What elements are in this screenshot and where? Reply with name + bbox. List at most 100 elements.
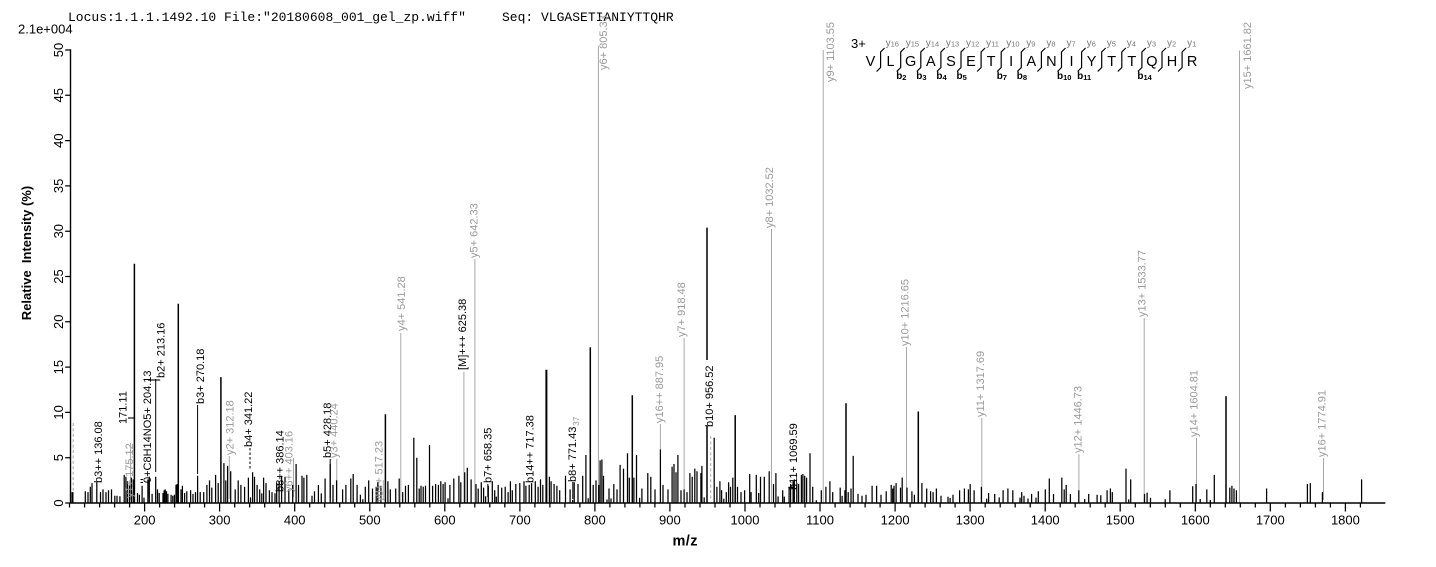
- svg-text:b4+ 341.22: b4+ 341.22: [243, 392, 255, 447]
- svg-text:y10: y10: [1006, 38, 1019, 49]
- svg-text:1500: 1500: [1106, 513, 1135, 528]
- svg-text:600: 600: [434, 513, 456, 528]
- svg-text:3+: 3+: [851, 36, 866, 51]
- svg-text:T: T: [987, 54, 996, 70]
- svg-text:y12: y12: [966, 38, 979, 49]
- svg-text:T: T: [1127, 54, 1136, 70]
- svg-text:15: 15: [51, 360, 66, 374]
- svg-text:400: 400: [284, 513, 306, 528]
- svg-text:1700: 1700: [1256, 513, 1285, 528]
- svg-text:1400: 1400: [1031, 513, 1060, 528]
- svg-text:b14: b14: [1137, 71, 1152, 82]
- svg-text:50: 50: [51, 43, 66, 57]
- svg-text:y6++ 403.16: y6++ 403.16: [284, 431, 296, 492]
- svg-text:b5: b5: [957, 71, 967, 82]
- svg-text:45: 45: [51, 88, 66, 102]
- svg-text:y12+ 1446.73: y12+ 1446.73: [1072, 386, 1084, 453]
- svg-text:y4: y4: [1127, 38, 1136, 49]
- svg-text:1000: 1000: [731, 513, 760, 528]
- svg-text:300: 300: [209, 513, 231, 528]
- svg-text:1800: 1800: [1331, 513, 1360, 528]
- svg-text:y8: y8: [1046, 38, 1055, 49]
- svg-text:N: N: [1046, 54, 1056, 70]
- svg-text:y15+ 1661.82: y15+ 1661.82: [1242, 22, 1254, 89]
- svg-text:y2: y2: [1167, 38, 1176, 49]
- svg-text:2.1e+004: 2.1e+004: [18, 22, 73, 37]
- svg-text:y11: y11: [986, 38, 999, 49]
- svg-text:y1: y1: [1187, 38, 1196, 49]
- svg-text:1200: 1200: [881, 513, 910, 528]
- svg-text:y9: y9: [1026, 38, 1035, 49]
- svg-text:y1+ 175.12: y1+ 175.12: [124, 443, 136, 498]
- svg-text:y5: y5: [1107, 38, 1116, 49]
- svg-text:b14++ 717.38: b14++ 717.38: [525, 415, 537, 483]
- svg-text:Seq: VLGASETIANIYTTQHR: Seq: VLGASETIANIYTTQHR: [502, 10, 674, 25]
- svg-text:A: A: [926, 54, 936, 70]
- svg-text:b11: b11: [1077, 71, 1091, 82]
- svg-text:0: 0: [51, 499, 66, 506]
- svg-text:b2+ 213.16: b2+ 213.16: [156, 323, 168, 378]
- svg-text:1100: 1100: [806, 513, 834, 528]
- svg-text:y5+ 642.33: y5+ 642.33: [469, 203, 481, 258]
- svg-text:40: 40: [51, 133, 66, 147]
- svg-text:Y: Y: [1087, 54, 1097, 70]
- svg-text:y16+ 1774.91: y16+ 1774.91: [1316, 390, 1328, 457]
- svg-text:b3: b3: [916, 71, 926, 82]
- svg-text:b2: b2: [896, 71, 906, 82]
- svg-text:y7+ 918.48: y7+ 918.48: [676, 282, 688, 337]
- svg-text:m/z: m/z: [673, 533, 698, 549]
- svg-text:y8+ 1032.52: y8+ 1032.52: [764, 167, 776, 228]
- svg-text:y13: y13: [946, 38, 959, 49]
- svg-text:y8++ 517.23: y8++ 517.23: [374, 441, 386, 502]
- svg-text:y15: y15: [906, 38, 919, 49]
- svg-text:S: S: [946, 54, 956, 70]
- svg-text:700: 700: [509, 513, 531, 528]
- svg-text:I: I: [1069, 54, 1073, 70]
- svg-text:y6: y6: [1087, 38, 1096, 49]
- svg-text:Relative Intensity (%): Relative Intensity (%): [19, 186, 34, 320]
- svg-text:b10+ 956.52: b10+ 956.52: [704, 366, 716, 427]
- svg-text:b3+ 270.18: b3+ 270.18: [195, 349, 207, 404]
- svg-text:y6+ 805.33: y6+ 805.33: [598, 15, 610, 70]
- svg-text:[M]+++ 625.38: [M]+++ 625.38: [457, 299, 469, 370]
- svg-text:35: 35: [51, 179, 66, 193]
- svg-text:R: R: [1187, 54, 1197, 70]
- svg-text:b5+ 428.18: b5+ 428.18: [322, 403, 334, 458]
- svg-text:y3+ 440.24: y3+ 440.24: [328, 403, 340, 458]
- svg-text:20: 20: [51, 315, 66, 329]
- svg-text:25: 25: [51, 269, 66, 283]
- svg-text:b11+ 1069.59: b11+ 1069.59: [788, 423, 800, 490]
- svg-text:Locus:1.1.1.1492.10 File:"2018: Locus:1.1.1.1492.10 File:"20180608_001_g…: [68, 10, 466, 25]
- svg-text:b4: b4: [936, 71, 947, 82]
- svg-text:30: 30: [51, 224, 66, 238]
- svg-text:y2+ 312.18: y2+ 312.18: [225, 400, 237, 455]
- svg-text:y14: y14: [926, 38, 939, 49]
- svg-text:10: 10: [51, 405, 66, 419]
- svg-text:b8++ 386.14: b8++ 386.14: [275, 430, 287, 492]
- svg-text:A: A: [1026, 54, 1036, 70]
- svg-text:y9+ 1103.55: y9+ 1103.55: [825, 22, 837, 82]
- svg-text:37: 37: [571, 416, 581, 426]
- svg-text:y11+ 1317.69: y11+ 1317.69: [975, 351, 987, 417]
- svg-text:900: 900: [659, 513, 681, 528]
- svg-text:y16: y16: [886, 38, 899, 49]
- svg-text:5: 5: [51, 454, 66, 461]
- svg-text:y13+ 1533.77: y13+ 1533.77: [1137, 250, 1149, 317]
- svg-text:y16++ 887.95: y16++ 887.95: [654, 356, 666, 423]
- svg-text:G: G: [905, 54, 916, 70]
- svg-text:y10+ 1216.65: y10+ 1216.65: [900, 279, 912, 346]
- svg-text:I: I: [1009, 54, 1013, 70]
- svg-text:V: V: [866, 54, 876, 70]
- svg-text:0+C8H14NO5+ 204.13: 0+C8H14NO5+ 204.13: [142, 370, 154, 483]
- svg-text:171.11: 171.11: [118, 391, 130, 424]
- svg-text:b3++ 136.08: b3++ 136.08: [93, 421, 105, 483]
- svg-text:b8: b8: [1017, 71, 1027, 82]
- svg-text:b7: b7: [997, 71, 1007, 82]
- svg-text:Q: Q: [1146, 54, 1157, 70]
- svg-text:T: T: [1107, 54, 1116, 70]
- svg-text:y3: y3: [1147, 38, 1156, 49]
- svg-text:1300: 1300: [956, 513, 985, 528]
- svg-text:L: L: [887, 54, 895, 70]
- svg-text:b8+ 771.43: b8+ 771.43: [567, 427, 579, 482]
- svg-text:b10: b10: [1057, 71, 1071, 82]
